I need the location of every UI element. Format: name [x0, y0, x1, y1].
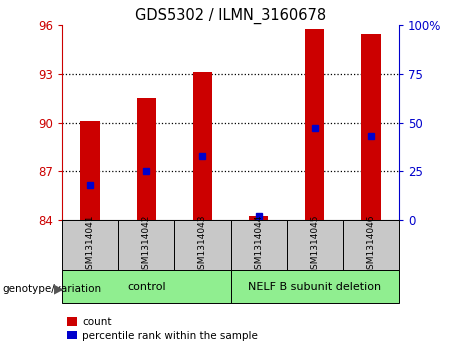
Text: GSM1314043: GSM1314043 [198, 215, 207, 275]
Text: ▶: ▶ [54, 282, 64, 295]
Bar [62, 270, 230, 303]
Bar [230, 270, 399, 303]
Bar [305, 29, 325, 220]
Text: NELF B subunit deletion: NELF B subunit deletion [248, 282, 381, 292]
Bar [193, 72, 212, 220]
Bar [361, 33, 380, 220]
Title: GDS5302 / ILMN_3160678: GDS5302 / ILMN_3160678 [135, 8, 326, 24]
Bar [118, 220, 174, 270]
Bar [174, 220, 230, 270]
Bar [343, 220, 399, 270]
Text: GSM1314044: GSM1314044 [254, 215, 263, 275]
Text: GSM1314046: GSM1314046 [366, 215, 375, 275]
Text: genotype/variation: genotype/variation [2, 284, 101, 294]
Bar [287, 220, 343, 270]
Text: control: control [127, 282, 165, 292]
Bar [136, 98, 156, 220]
Bar [230, 220, 287, 270]
Bar [249, 216, 268, 220]
Bar [81, 121, 100, 220]
Text: GSM1314045: GSM1314045 [310, 215, 319, 275]
Text: GSM1314042: GSM1314042 [142, 215, 151, 275]
Legend: count, percentile rank within the sample: count, percentile rank within the sample [67, 317, 258, 340]
Text: GSM1314041: GSM1314041 [86, 215, 95, 275]
Bar [62, 220, 118, 270]
